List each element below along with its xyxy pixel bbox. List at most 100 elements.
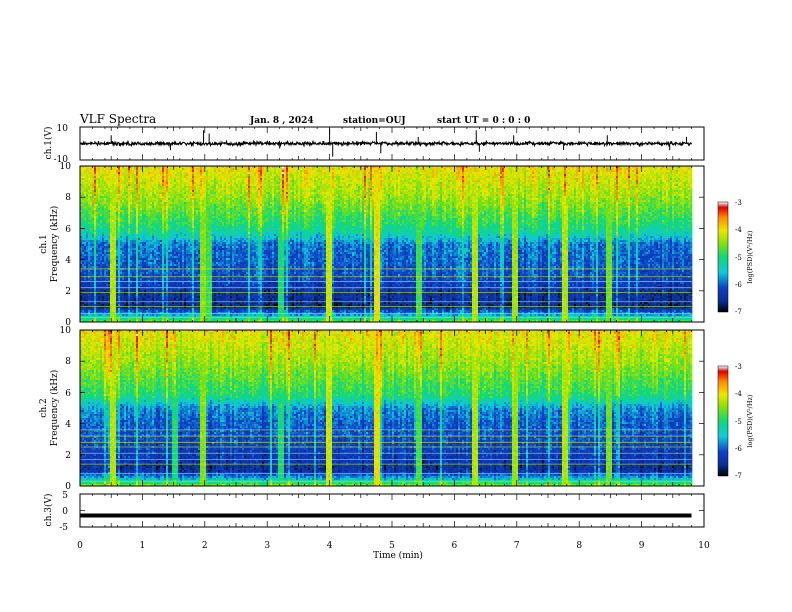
ch1-spec-cell — [186, 258, 189, 261]
ch1-spec-cell — [100, 244, 103, 247]
ch1-spec-cell — [138, 174, 141, 177]
ch1-spec-cell — [160, 204, 163, 207]
ch1-spec-cell — [84, 190, 87, 193]
ch1-spec-cell — [120, 206, 123, 209]
ch1-spec-cell — [136, 190, 139, 193]
ch1-spec-cell — [198, 234, 201, 237]
ch1-spec-cell — [108, 230, 111, 233]
ch1-spec-cell — [176, 254, 179, 257]
ch1-spec-cell — [144, 294, 147, 297]
ch1-spec-cell — [180, 214, 183, 217]
ch1-spec-cell — [128, 172, 131, 175]
ch1-spec-cell — [192, 294, 195, 297]
ch1-spec-cell — [100, 234, 103, 237]
ch1-spec-cell — [90, 250, 93, 253]
ch1-spec-cell — [116, 262, 119, 265]
ch1-spec-cell — [178, 234, 181, 237]
ch1-spec-cell — [162, 180, 165, 183]
ch1-spec-cell — [132, 278, 135, 281]
ch1-spec-cell — [172, 180, 175, 183]
ch1-spec-cell — [156, 186, 159, 189]
ch1-spec-cell — [150, 286, 153, 289]
ch1-spec-cell — [202, 212, 205, 215]
ch1-spec-cell — [84, 290, 87, 293]
ch1-spec-cell — [100, 194, 103, 197]
ch1-spec-cell — [120, 192, 123, 195]
ch1-spec-cell — [106, 176, 109, 179]
ch1-spec-cell — [122, 210, 125, 213]
ch1-spec-cell — [128, 298, 131, 301]
ch1-spec-cell — [200, 220, 203, 223]
ch1-spec-cell — [92, 306, 95, 309]
ch1-spec-cell — [82, 308, 85, 311]
ch1-spec-cell — [128, 310, 131, 313]
ch1-spec-cell — [124, 290, 127, 293]
ch1-spec-cell — [88, 318, 91, 321]
ch1-spec-cell — [92, 188, 95, 191]
ch1-spec-cell — [204, 210, 207, 213]
ch1-spec-cell — [172, 256, 175, 259]
ch1-spec-cell — [106, 228, 109, 231]
ch1-spec-cell — [182, 308, 185, 311]
ch1-spec-cell — [198, 294, 201, 297]
ch1-spec-cell — [196, 216, 199, 219]
ch1-spec-cell — [96, 224, 99, 227]
ch1-spec-cell — [110, 288, 113, 291]
ch1-spec-cell — [138, 258, 141, 261]
ch1-spec-cell — [198, 186, 201, 189]
ch1-spec-cell — [184, 254, 187, 257]
ch1-spec-cell — [172, 292, 175, 295]
ch1-spec-cell — [80, 176, 83, 179]
ch1-spec-cell — [176, 246, 179, 249]
ch1-spec-cell — [124, 274, 127, 277]
ch1-spec-cell — [114, 246, 117, 249]
ch1-spec-cell — [134, 224, 137, 227]
ch1-spec-cell — [118, 304, 121, 307]
ch1-spec-cell — [80, 168, 83, 171]
ch1-spec-cell — [158, 204, 161, 207]
ch1-spec-cell — [194, 306, 197, 309]
ch1-spec-cell — [196, 240, 199, 243]
ch1-spec-cell — [148, 266, 151, 269]
ch1-spec-cell — [108, 176, 111, 179]
ch1-spec-cell — [164, 308, 167, 311]
ch1-spec-cell — [170, 194, 173, 197]
ch1-spec-cell — [124, 210, 127, 213]
ch1-spec-cell — [92, 186, 95, 189]
ch1-spec-cell — [116, 306, 119, 309]
ch1-spec-cell — [172, 284, 175, 287]
ch1-spec-cell — [126, 166, 129, 169]
ch1-spec-cell — [202, 190, 205, 193]
ch1-spec-cell — [160, 238, 163, 241]
ch1-spec-cell — [176, 288, 179, 291]
ch1-spec-cell — [130, 224, 133, 229]
ch1-spec-cell — [170, 170, 173, 173]
ch1-spec-cell — [80, 292, 83, 295]
ch1-spec-cell — [90, 218, 93, 221]
ch1-spec-cell — [134, 238, 137, 241]
ch1-spec-cell — [154, 310, 157, 313]
ch1-spec-cell — [168, 270, 171, 273]
ch1-spec-cell — [194, 284, 197, 287]
ch1-spec-cell — [162, 210, 165, 213]
ch1-spec-cell — [192, 180, 195, 183]
ch1-spec-cell — [126, 172, 129, 175]
ch1-spec-cell — [144, 274, 147, 277]
ch1-spec-cell — [126, 222, 129, 225]
ch1-spec-cell — [116, 278, 119, 281]
ch1-spec-cell — [112, 208, 115, 211]
ch1-spec-cell — [108, 224, 111, 227]
ch1-spec-cell — [120, 284, 123, 287]
ch1-spec-cell — [158, 294, 161, 297]
ch1-spec-cell — [94, 306, 97, 309]
ch1-spec-cell — [162, 292, 165, 295]
ch1-spec-cell — [174, 254, 177, 257]
ch1-spec-cell — [172, 260, 175, 263]
ch1-spec-cell — [130, 286, 133, 289]
ch1-spec-cell — [132, 216, 135, 219]
ch1-spec-cell — [84, 172, 87, 175]
ch1-spec-cell — [162, 200, 165, 203]
ch1-spec-cell — [162, 256, 165, 259]
ch1-spec-cell — [128, 198, 131, 201]
ch1-spec-cell — [164, 288, 167, 291]
